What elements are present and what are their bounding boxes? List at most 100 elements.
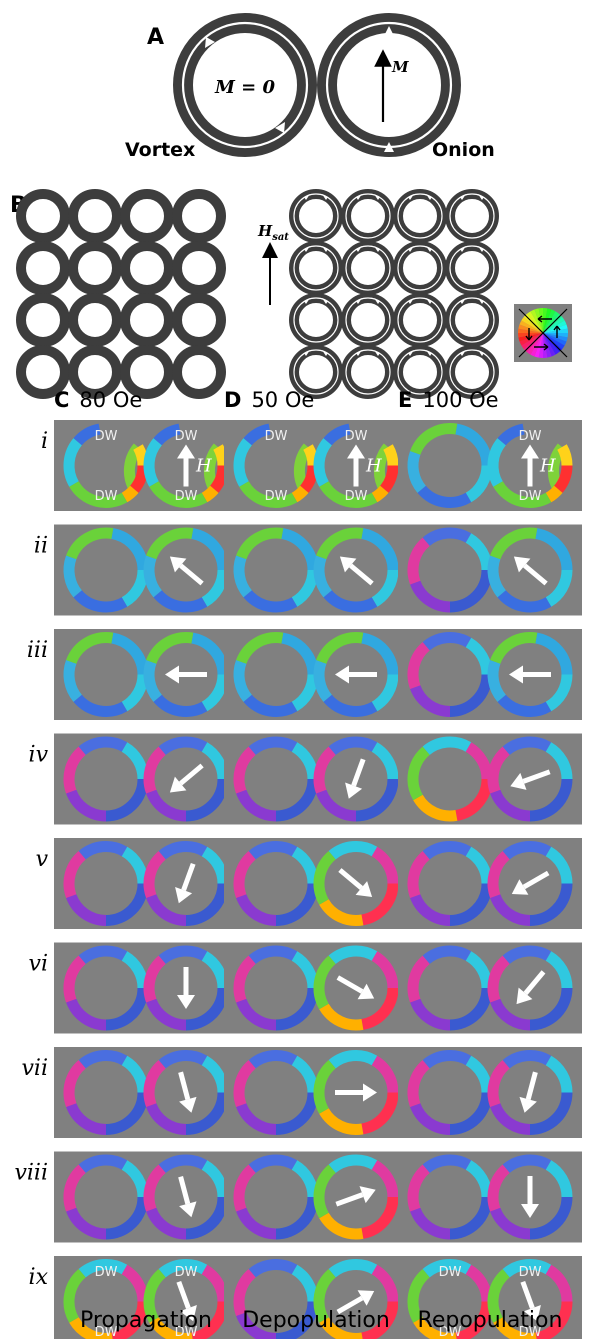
ring-segment xyxy=(413,1316,457,1339)
ring-segment xyxy=(407,746,430,801)
field-arrow-icon xyxy=(175,862,196,904)
domain-wall-label: DW xyxy=(519,489,542,504)
flow-arrow-icon xyxy=(478,194,484,200)
flow-arrow-icon xyxy=(408,350,414,356)
ring-segment xyxy=(299,465,319,493)
ring-segment xyxy=(233,555,253,598)
ring-segment xyxy=(487,1268,510,1323)
simulation-panel xyxy=(54,733,238,825)
ring-segment xyxy=(487,1164,511,1212)
simulation-panel xyxy=(224,1151,408,1243)
ring-flow-line xyxy=(449,297,495,343)
ring-segment xyxy=(371,569,399,607)
ring xyxy=(172,345,226,399)
ring-segment xyxy=(73,590,128,613)
wheel-segment xyxy=(543,333,568,342)
ring-segment xyxy=(78,945,128,965)
domain-wall-label: DW xyxy=(175,1325,198,1339)
simulation-panel xyxy=(224,1047,408,1138)
ring-segment xyxy=(158,1154,208,1174)
flow-arrow-icon xyxy=(356,194,362,200)
ring-segment xyxy=(465,1264,493,1302)
ring-segment xyxy=(313,955,336,1010)
ring-segment xyxy=(465,637,493,675)
flow-arrow-icon xyxy=(460,194,466,200)
ring-segment xyxy=(248,1154,298,1174)
ring-segment xyxy=(105,883,149,926)
ring-segment xyxy=(487,850,511,899)
wheel-arrow-icon xyxy=(537,315,552,323)
column-header: E 100 Oe xyxy=(398,388,499,412)
wheel-segment xyxy=(543,308,548,333)
ring-segment xyxy=(191,1301,229,1339)
flow-arrow-icon xyxy=(356,298,362,304)
column-caption: Repopulation xyxy=(418,1308,563,1333)
flow-arrow-icon xyxy=(426,246,432,252)
wheel-segment xyxy=(518,328,543,333)
ring-segment xyxy=(243,694,298,717)
ring-segment xyxy=(66,998,107,1031)
row-label: v xyxy=(36,847,49,872)
flow-arrow-icon xyxy=(374,246,380,252)
ring-segment xyxy=(275,883,319,926)
wheel-segment xyxy=(543,309,556,333)
wheel-segment xyxy=(521,316,543,333)
field-h-label: H xyxy=(195,456,212,477)
ring-segment xyxy=(371,1264,399,1302)
ring-segment xyxy=(529,778,573,822)
field-arrow-icon xyxy=(169,763,204,793)
flow-arrow-icon xyxy=(304,298,310,304)
flow-arrow-icon xyxy=(356,350,362,356)
ring-segment xyxy=(243,423,271,446)
flow-arrow-icon xyxy=(322,298,328,304)
ring-segment xyxy=(111,1301,149,1339)
ring-segment xyxy=(545,951,573,989)
simulation-panel: DW DW H xyxy=(398,420,582,511)
ring xyxy=(68,189,122,243)
ring-segment xyxy=(275,778,319,822)
column-headers: C 80 Oe D 50 Oe E 100 Oe xyxy=(54,388,499,412)
ring-segment xyxy=(66,789,107,822)
ring-segment xyxy=(146,998,187,1031)
ring-segment xyxy=(236,1102,277,1135)
flow-arrow-icon xyxy=(478,350,484,356)
ring-segment xyxy=(407,1059,431,1108)
domain-wall-label: DW xyxy=(175,1265,198,1280)
ring-segment xyxy=(361,987,399,1030)
ring-segment xyxy=(63,555,83,598)
wheel-segment xyxy=(543,333,565,350)
ring-segment xyxy=(143,555,163,598)
ring-segment xyxy=(63,955,87,1003)
simulation-panel: DW DW DW DW xyxy=(398,1256,582,1339)
domain-wall-label: DW xyxy=(519,429,542,444)
ring-segment xyxy=(410,423,458,456)
ring-segment xyxy=(63,1164,87,1212)
simulation-panel: DW DW DW DW H xyxy=(54,420,238,511)
ring-segment xyxy=(487,955,511,1003)
simulation-panel xyxy=(224,1256,408,1339)
field-h-label: H xyxy=(539,456,556,477)
ring-segment xyxy=(371,485,389,503)
ring-segment xyxy=(316,632,364,665)
ring-segment xyxy=(248,841,298,860)
field-arrow-icon xyxy=(510,769,551,790)
wheel-segment xyxy=(543,316,565,333)
ring-segment xyxy=(63,659,83,702)
ring xyxy=(68,241,122,295)
simulation-panel xyxy=(398,942,582,1034)
ring-segment xyxy=(410,1102,451,1135)
ring-segment xyxy=(371,674,399,712)
panel-a-label: A xyxy=(147,25,164,50)
flow-arrow-icon xyxy=(322,246,328,252)
ring-segment xyxy=(201,1055,229,1093)
ring-segment xyxy=(291,569,319,607)
saturation-field-indicator: Hsat xyxy=(257,222,289,305)
ring-segment xyxy=(535,632,573,675)
ring-segment xyxy=(236,632,284,665)
ring-segment xyxy=(158,736,208,756)
ring-segment xyxy=(291,674,319,712)
ring-segment xyxy=(69,480,128,508)
wheel-segment xyxy=(519,320,543,333)
wheel-segment xyxy=(543,320,567,333)
